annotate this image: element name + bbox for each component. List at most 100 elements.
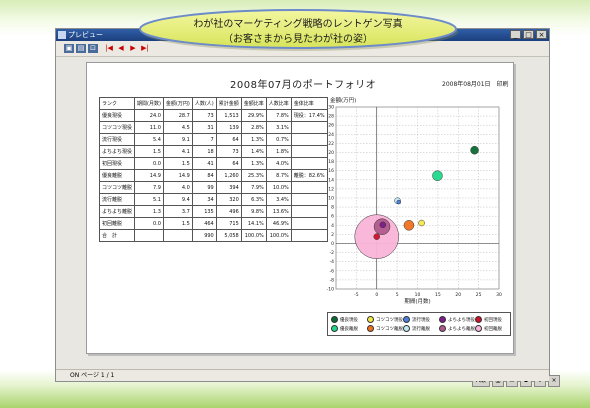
table-header: 人数(人) [191, 97, 217, 110]
table-row: 初回現役 0.0 1.5 41 64 1.3% 4.0% [98, 157, 328, 170]
last-page-button[interactable]: ▶| [141, 44, 149, 52]
legend-item: コツコツ離脱 [367, 325, 403, 332]
first-page-button[interactable]: |◀ [105, 44, 113, 52]
table-cell [134, 229, 164, 242]
table-row: 流行離脱 5.1 9.4 34 320 6.3% 3.4% [98, 193, 328, 206]
table-cell [290, 229, 328, 242]
data-point-優良離脱 [432, 170, 443, 181]
window-app-icon [58, 31, 66, 39]
table-cell: 流行現役 [98, 133, 136, 146]
close-window-button[interactable]: × [536, 30, 547, 39]
y-tick-label: 10 [328, 196, 334, 202]
table-cell: 135 [191, 205, 217, 218]
table-cell: 4.0% [265, 157, 292, 170]
table-cell: 3.7 [162, 205, 193, 218]
table-cell: 0.0 [134, 157, 164, 170]
legend-label: よちよち現役 [448, 318, 475, 323]
table-cell: 0.7% [265, 133, 292, 146]
table-header-row: ランク 期間(月数) 金額(万円) 人数(人) 累計金額 金額比率 人数比率 金… [98, 97, 328, 110]
legend-item: コツコツ現役 [367, 316, 403, 323]
table-cell: 1,260 [215, 169, 242, 182]
table-row: 初回離脱 0.0 1.5 464 715 14.1% 46.9% [98, 217, 328, 230]
table-cell: 64 [215, 133, 242, 146]
y-tick-label: 0 [331, 241, 334, 247]
chart-legend: 優良現役 コツコツ現役 流行現役 よちよち現役 初回現役 優良離脱 コツコツ離脱 流行離脱 よち… [327, 312, 511, 336]
x-tick-label: 25 [476, 292, 482, 298]
legend-swatch [331, 316, 338, 323]
status-bar: ON ページ 1 / 1 [56, 369, 549, 381]
table-header: 金額(万円) [162, 97, 193, 110]
zoom-icon[interactable]: ⊡ [88, 44, 98, 53]
report-page: 2008年07月のポートフォリオ 2008年08月01日 印刷 ランク 期間(月… [86, 62, 560, 387]
table-cell: 3.4% [265, 193, 292, 206]
y-tick-label: 2 [331, 232, 334, 238]
table-cell: 優良現役 [98, 109, 136, 122]
legend-swatch [331, 325, 338, 332]
table-cell: 10.0% [265, 181, 292, 194]
y-tick-label: 4 [331, 223, 334, 229]
table-row: 合 計 990 5,058 100.0% 100.0% [98, 229, 328, 242]
x-tick-label: 10 [415, 292, 421, 298]
table-row: よちよち現役 1.5 4.1 18 73 1.4% 1.8% [98, 145, 328, 158]
data-point-優良現役 [470, 145, 479, 155]
y-tick-label: -4 [330, 259, 335, 265]
table-cell: 1,513 [215, 109, 242, 122]
table-cell: 7 [191, 133, 217, 146]
table-cell: 46.9% [265, 217, 292, 230]
table-row: 優良離脱 14.9 14.9 84 1,260 25.3% 8.7% 離脱：82.6% [98, 169, 328, 182]
table-cell: 5,058 [215, 229, 242, 242]
table-row: 優良現役 24.0 28.7 73 1,513 29.9% 7.8% 現役：17.4% [98, 109, 328, 122]
table-cell: 394 [215, 181, 242, 194]
maximize-button[interactable]: □ [523, 30, 534, 39]
legend-label: 流行離脱 [412, 327, 430, 332]
data-point-よちよち現役 [379, 221, 387, 229]
banner-subtitle: （お客さまから見たわが社の姿） [223, 34, 373, 45]
legend-label: 優良現役 [340, 318, 358, 323]
x-tick-label: -5 [354, 292, 359, 298]
table-row: よちよち離脱 1.3 3.7 135 496 9.8% 13.6% [98, 205, 328, 218]
report-date: 2008年08月01日 印刷 [442, 81, 509, 88]
y-tick-label: 14 [328, 177, 334, 183]
legend-item: よちよち離脱 [439, 325, 475, 332]
table-cell: 流行離脱 [98, 193, 136, 206]
table-cell: 31 [191, 121, 217, 134]
y-tick-label: -2 [330, 250, 335, 256]
table-header: 金額比率 [240, 97, 267, 110]
legend-label: 流行現役 [412, 318, 430, 323]
prev-page-button[interactable]: ◀ [118, 44, 124, 52]
title-banner: わが社のマーケティング戦略のレントゲン写真 （お客さまから見たわが社の姿） [138, 8, 458, 52]
legend-item: 初回離脱 [475, 325, 502, 332]
legend-label: 初回離脱 [484, 327, 502, 332]
table-cell: 41 [191, 157, 217, 170]
preview-toolbar: ▣ ▤ ⊡ |◀ ◀ ▶ ▶| [56, 41, 549, 57]
y-axis-label: 金額(万円) [330, 96, 356, 104]
page-setup-icon[interactable]: ▤ [76, 44, 86, 53]
y-tick-label: 18 [328, 159, 334, 165]
table-cell: 11.0 [134, 121, 164, 134]
table-cell: 優良離脱 [98, 169, 136, 182]
table-cell: 1.3% [240, 133, 267, 146]
table-cell: 1.3% [240, 157, 267, 170]
table-cell: 初回離脱 [98, 217, 136, 230]
table-cell: 1.4% [240, 145, 267, 158]
legend-swatch [367, 316, 374, 323]
table-cell: 8.7% [265, 169, 292, 182]
minimize-button[interactable]: _ [510, 30, 521, 39]
print-icon[interactable]: ▣ [64, 44, 74, 53]
x-tick-label: 0 [375, 292, 378, 298]
y-tick-label: 24 [328, 132, 334, 138]
close-icon[interactable]: × [548, 375, 560, 387]
table-cell: 4.5 [162, 121, 193, 134]
table-header: ランク [98, 97, 136, 110]
table-cell: 合 計 [98, 229, 136, 242]
next-page-button[interactable]: ▶ [130, 44, 136, 52]
y-tick-label: 20 [328, 150, 334, 156]
portfolio-scatter-chart: -10-8-6-4-2024681012141618202224262830-5… [327, 96, 502, 305]
table-cell: 715 [215, 217, 242, 230]
table-cell: 0.0 [134, 217, 164, 230]
legend-swatch [403, 316, 410, 323]
data-point-流行現役 [396, 199, 402, 205]
data-point-初回現役 [373, 233, 380, 240]
table-cell: 3.1% [265, 121, 292, 134]
table-cell: 100.0% [240, 229, 267, 242]
